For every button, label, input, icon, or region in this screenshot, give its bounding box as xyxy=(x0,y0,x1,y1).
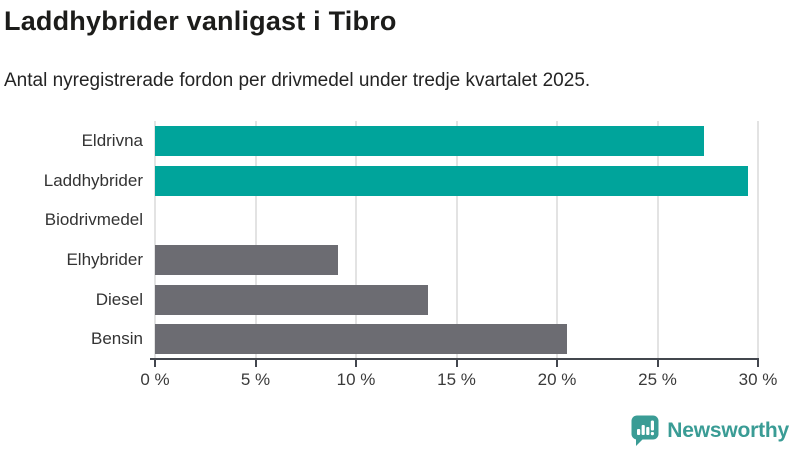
x-tick-label: 30 % xyxy=(738,370,778,389)
x-axis-line xyxy=(150,358,759,360)
brand-footer: Newsworthy xyxy=(630,414,789,447)
y-label-eldrivna: Eldrivna xyxy=(81,130,143,150)
x-tick-mark xyxy=(355,358,357,367)
bar-row xyxy=(155,200,758,240)
x-tick-mark xyxy=(154,358,156,367)
x-tick-mark xyxy=(757,358,759,367)
gridline xyxy=(455,121,458,359)
gridline xyxy=(355,121,357,359)
newsworthy-logo-icon xyxy=(631,415,659,446)
y-label-laddhybrider: Laddhybrider xyxy=(43,170,143,190)
gridline xyxy=(254,121,257,359)
y-label-bensin: Bensin xyxy=(91,329,143,349)
gridline xyxy=(757,121,759,359)
bar-row xyxy=(155,161,758,201)
chart-subtitle: Antal nyregistrerade fordon per drivmede… xyxy=(4,70,591,91)
y-label-elhybrider: Elhybrider xyxy=(66,249,143,269)
x-tick-mark xyxy=(455,358,458,367)
gridline xyxy=(556,121,558,359)
bar-bensin xyxy=(155,324,568,355)
chart-title: Laddhybrider vanligast i Tibro xyxy=(4,6,397,36)
bar-row xyxy=(155,121,758,161)
bar-rows xyxy=(155,121,758,359)
y-label-diesel: Diesel xyxy=(95,289,143,309)
x-tick-label: 5 % xyxy=(240,370,271,389)
bar-laddhybrider xyxy=(155,165,748,196)
x-tick-label: 0 % xyxy=(140,370,170,389)
x-tick-mark xyxy=(656,358,659,367)
bar-elhybrider xyxy=(155,244,338,275)
y-axis-labels: Eldrivna Laddhybrider Biodrivmedel Elhybrid… xyxy=(0,121,143,359)
gridline xyxy=(154,121,156,359)
plot-area xyxy=(154,121,759,359)
gridline xyxy=(656,121,659,359)
x-tick-mark xyxy=(254,358,257,367)
x-tick-label: 25 % xyxy=(638,370,677,389)
bar-row xyxy=(155,319,758,359)
x-tick-label: 20 % xyxy=(537,370,577,389)
bar-row xyxy=(155,240,758,280)
x-tick-label: 15 % xyxy=(437,370,476,389)
x-tick-label: 10 % xyxy=(336,370,376,389)
y-label-biodrivmedel: Biodrivmedel xyxy=(44,210,143,230)
brand-name: Newsworthy xyxy=(667,418,789,442)
x-tick-mark xyxy=(556,358,558,367)
bar-row xyxy=(155,280,758,320)
bar-eldrivna xyxy=(155,125,704,156)
bar-diesel xyxy=(155,284,429,315)
